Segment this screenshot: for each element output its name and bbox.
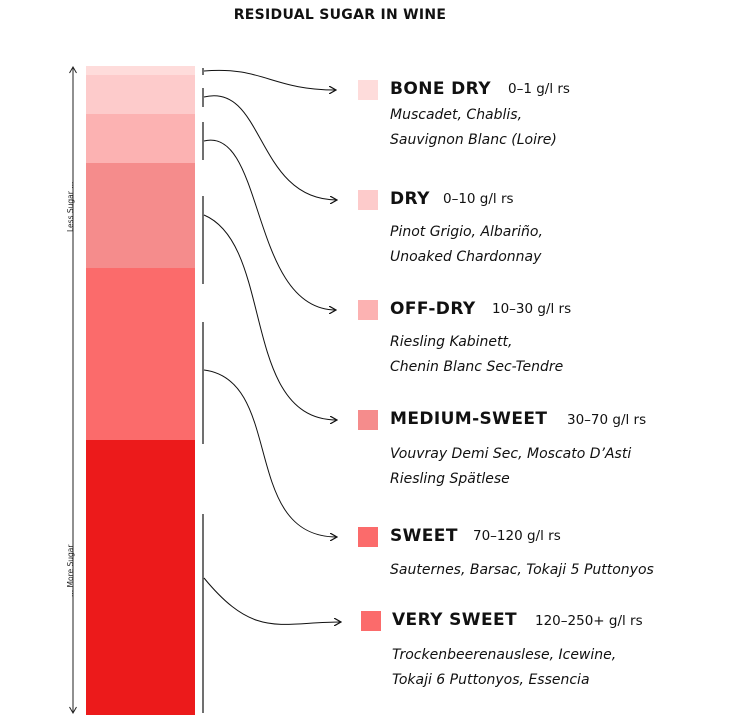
connector-very-sweet <box>203 577 341 624</box>
category-example-sweet-1: Sauternes, Barsac, Tokaji 5 Puttonyos <box>390 562 654 578</box>
diagram-title: RESIDUAL SUGAR IN WINE <box>233 7 447 23</box>
connector-off-dry <box>203 139 336 310</box>
connector-medium-sweet <box>203 214 337 420</box>
swatch-very-sweet <box>361 611 381 631</box>
category-example-very-sweet-1: Trockenbeerenauslese, Icewine, <box>392 647 617 663</box>
category-example-medium-sweet-1: Vouvray Demi Sec, Moscato D’Asti <box>390 446 632 462</box>
category-example-off-dry-1: Riesling Kabinett, <box>390 334 513 350</box>
axis-label-less-sugar: Less Sugar ... <box>66 182 75 232</box>
category-name-off-dry: OFF-DRY <box>390 299 476 319</box>
bar-segment-medium-sweet <box>86 163 195 268</box>
swatch-sweet <box>358 527 378 547</box>
category-name-bone-dry: BONE DRY <box>390 79 491 99</box>
sugar-axis-arrow <box>69 66 77 714</box>
category-range-sweet: 70–120 g/l rs <box>473 528 561 544</box>
category-example-medium-sweet-2: Riesling Spätlese <box>390 471 510 487</box>
swatch-off-dry <box>358 300 378 320</box>
category-example-dry-2: Unoaked Chardonnay <box>390 249 542 265</box>
category-name-sweet: SWEET <box>390 526 458 546</box>
connector-bone-dry <box>203 69 336 90</box>
swatch-dry <box>358 190 378 210</box>
category-example-bone-dry-1: Muscadet, Chablis, <box>390 107 523 123</box>
category-range-dry: 0–10 g/l rs <box>443 191 514 207</box>
bar-segment-very-sweet <box>86 440 195 715</box>
bar-segment-dry <box>86 75 195 114</box>
connector-sweet <box>203 369 337 537</box>
category-example-off-dry-2: Chenin Blanc Sec-Tendre <box>390 359 564 375</box>
swatch-bone-dry <box>358 80 378 100</box>
category-range-medium-sweet: 30–70 g/l rs <box>567 412 647 428</box>
category-name-medium-sweet: MEDIUM-SWEET <box>390 409 548 429</box>
category-name-dry: DRY <box>390 189 430 209</box>
category-range-off-dry: 10–30 g/l rs <box>492 301 572 317</box>
swatch-medium-sweet <box>358 410 378 430</box>
bar-segment-off-dry <box>86 114 195 163</box>
connector-curves <box>203 69 341 624</box>
category-range-bone-dry: 0–1 g/l rs <box>508 81 570 97</box>
bar-segment-sweet <box>86 268 195 440</box>
category-range-very-sweet: 120–250+ g/l rs <box>535 613 643 629</box>
axis-label-more-sugar: ... More Sugar <box>66 544 75 597</box>
category-name-very-sweet: VERY SWEET <box>392 610 517 630</box>
connector-dry <box>203 95 337 200</box>
category-example-dry-1: Pinot Grigio, Albariño, <box>390 224 543 240</box>
category-example-bone-dry-2: Sauvignon Blanc (Loire) <box>390 132 557 148</box>
category-example-very-sweet-2: Tokaji 6 Puttonyos, Essencia <box>392 672 590 688</box>
bar-segment-bone-dry <box>86 66 195 75</box>
